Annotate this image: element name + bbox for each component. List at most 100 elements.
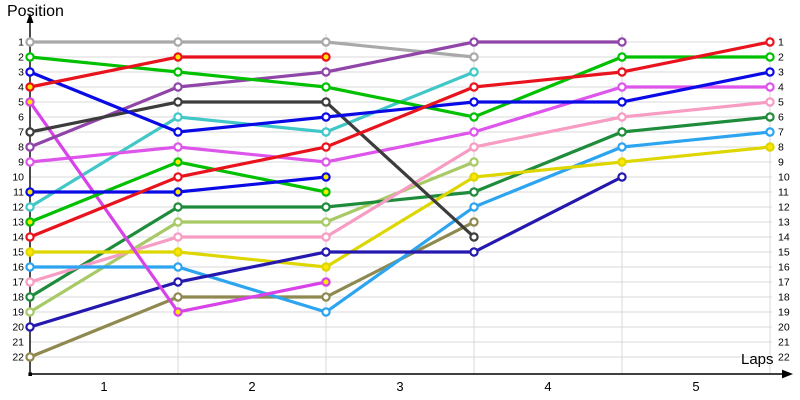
- y-tick-label-left: 2: [18, 52, 24, 64]
- y-tick-label-left: 5: [18, 97, 24, 109]
- series-marker-yellow: [25, 247, 35, 257]
- y-tick-label-right: 7: [778, 127, 784, 139]
- y-axis-title: Position: [7, 3, 64, 20]
- series-marker-skyblue: [173, 262, 183, 272]
- series-marker-pink: [173, 232, 183, 242]
- x-tick-label: 1: [100, 379, 107, 394]
- y-tick-label-right: 14: [778, 232, 790, 244]
- y-tick-label-left: 17: [12, 277, 24, 289]
- y-tick-label-right: 20: [778, 322, 790, 334]
- series-marker-gray: [25, 37, 35, 47]
- series-marker-pink: [765, 97, 775, 107]
- series-marker-red-2: [25, 232, 35, 242]
- series-marker-green-2: [25, 217, 35, 227]
- series-marker-blue-2: [173, 187, 183, 197]
- series-marker-black: [173, 97, 183, 107]
- series-marker-magenta: [321, 157, 331, 167]
- series-marker-skyblue: [25, 262, 35, 272]
- series-marker-blue: [469, 97, 479, 107]
- series-marker-black: [321, 97, 331, 107]
- y-tick-label-right: 17: [778, 277, 790, 289]
- series-marker-navy: [173, 277, 183, 287]
- series-marker-green: [321, 82, 331, 92]
- series-marker-magenta: [617, 82, 627, 92]
- series-line-pink: [29, 100, 771, 284]
- y-tick-label-right: 5: [778, 97, 784, 109]
- series-marker-magenta: [469, 127, 479, 137]
- series-marker-violet: [321, 277, 331, 287]
- series-marker-blue: [617, 97, 627, 107]
- y-tick-label-right: 3: [778, 67, 784, 79]
- y-tick-label-right: 22: [778, 352, 790, 364]
- y-axis-arrow-icon: [26, 13, 34, 23]
- series-marker-blue: [321, 112, 331, 122]
- series-marker-darkgreen: [321, 202, 331, 212]
- y-tick-label-left: 12: [12, 202, 24, 214]
- x-tick-label: 2: [248, 379, 255, 394]
- series-line-magenta: [29, 85, 770, 164]
- y-tick-label-right: 15: [778, 247, 790, 259]
- y-tick-label-right: 19: [778, 307, 790, 319]
- series-marker-purple: [617, 37, 627, 47]
- series-marker-green: [469, 112, 479, 122]
- series-marker-olive: [469, 217, 479, 227]
- series-marker-cyan: [321, 127, 331, 137]
- y-tick-label-left: 14: [12, 232, 24, 244]
- series-marker-green: [765, 52, 775, 62]
- series-marker-purple: [469, 37, 479, 47]
- series-marker-navy: [469, 247, 479, 257]
- series-line-blue: [29, 70, 771, 134]
- series-marker-cyan: [469, 67, 479, 77]
- series-marker-cyan: [173, 112, 183, 122]
- series-marker-navy: [25, 322, 35, 332]
- series-marker-green-2: [173, 157, 183, 167]
- series-marker-yellow: [617, 157, 627, 167]
- series-marker-violet: [25, 97, 35, 107]
- series-marker-blue: [173, 127, 183, 137]
- series-marker-green: [173, 67, 183, 77]
- series-line-black: [29, 100, 476, 239]
- series-marker-lightgreen: [173, 217, 183, 227]
- y-tick-label-left: 6: [18, 112, 24, 124]
- series-marker-green: [25, 52, 35, 62]
- y-tick-label-right: 13: [778, 217, 790, 229]
- y-tick-label-right: 10: [778, 172, 790, 184]
- y-tick-label-right: 2: [778, 52, 784, 64]
- y-tick-label-left: 19: [12, 307, 24, 319]
- series-line-green: [29, 55, 770, 119]
- series-marker-darkgreen: [765, 112, 775, 122]
- series-marker-olive: [321, 292, 331, 302]
- series-marker-purple: [321, 67, 331, 77]
- series-line-gray: [30, 40, 475, 59]
- series-marker-lightgreen: [25, 307, 35, 317]
- series-marker-yellow: [321, 262, 331, 272]
- series-marker-navy: [321, 247, 331, 257]
- x-axis-title: Laps: [741, 351, 774, 368]
- series-marker-blue-2: [25, 187, 35, 197]
- series-marker-yellow: [469, 172, 479, 182]
- y-tick-label-left: 13: [12, 217, 24, 229]
- y-tick-label-right: 9: [778, 157, 784, 169]
- y-tick-label-right: 21: [778, 337, 790, 349]
- series-marker-red-2: [321, 142, 331, 152]
- series-marker-green: [617, 52, 627, 62]
- series-marker-olive: [173, 292, 183, 302]
- series-marker-red: [25, 82, 35, 92]
- series-marker-blue-2: [321, 172, 331, 182]
- y-tick-label-right: 6: [778, 112, 784, 124]
- x-tick-label: 4: [544, 379, 551, 394]
- series-marker-skyblue: [321, 307, 331, 317]
- series-marker-darkgreen: [25, 292, 35, 302]
- series-marker-red: [321, 52, 331, 62]
- series-marker-magenta: [765, 82, 775, 92]
- series-marker-green-2: [321, 187, 331, 197]
- series-marker-violet: [173, 307, 183, 317]
- y-tick-label-left: 16: [12, 262, 24, 274]
- series-line-darkgreen: [29, 115, 771, 299]
- series-marker-darkgreen: [469, 187, 479, 197]
- y-tick-label-left: 20: [12, 322, 24, 334]
- origin-tick: [28, 372, 32, 376]
- series-marker-darkgreen: [617, 127, 627, 137]
- y-tick-label-left: 15: [12, 247, 24, 259]
